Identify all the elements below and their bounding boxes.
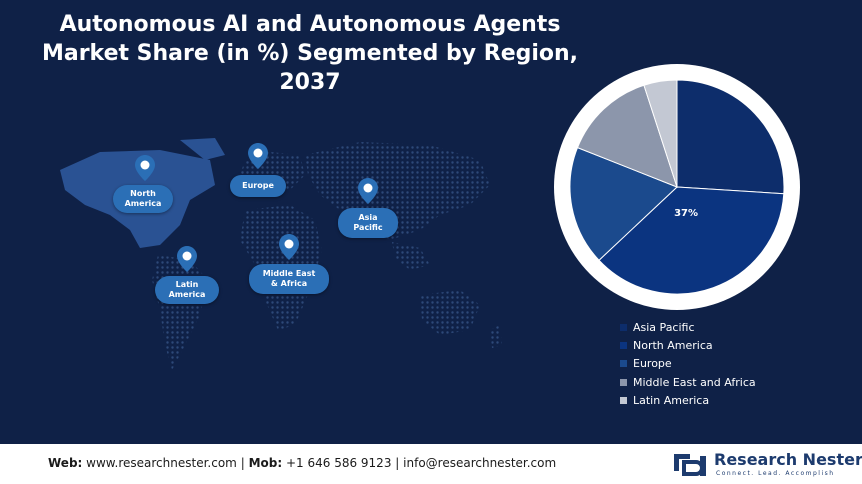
region-label-europe: Europe bbox=[230, 175, 286, 197]
legend-label: Latin America bbox=[633, 393, 710, 407]
chart-title: Autonomous AI and Autonomous Agents Mark… bbox=[41, 12, 579, 95]
separator: | bbox=[240, 456, 245, 470]
map-pin-icon bbox=[135, 155, 155, 181]
phone-number[interactable]: +1 646 586 9123 bbox=[285, 456, 392, 470]
legend-item-north-america: North America bbox=[620, 336, 756, 354]
mob-label: Mob: bbox=[248, 456, 283, 470]
legend-item-europe: Europe bbox=[620, 355, 756, 373]
logo-tagline: Connect. Lead. Accomplish bbox=[716, 470, 835, 477]
map-pin-icon bbox=[248, 143, 268, 169]
pie-slice-asia-pacific bbox=[676, 79, 785, 195]
world-map bbox=[60, 138, 502, 370]
pie-data-label-north-america: 37% bbox=[674, 208, 698, 219]
pie-data-labels: 37% bbox=[674, 208, 698, 219]
web-label: Web: bbox=[48, 456, 83, 470]
continent-oceania bbox=[420, 290, 502, 348]
contact-info: Web: www.researchnester.com | Mob: +1 64… bbox=[48, 456, 556, 470]
legend-label: Asia Pacific bbox=[633, 320, 695, 334]
legend-label: Middle East and Africa bbox=[633, 375, 756, 389]
legend-label: North America bbox=[633, 338, 713, 352]
map-pin-icon bbox=[279, 234, 299, 260]
legend-item-asia-pacific: Asia Pacific bbox=[620, 318, 756, 336]
legend-item-middle-east-and-africa: Middle East and Africa bbox=[620, 373, 756, 391]
region-label-asia-pacific: Asia Pacific bbox=[338, 208, 398, 238]
continent-south-america bbox=[152, 255, 208, 370]
legend-label: Europe bbox=[633, 357, 672, 371]
map-pin-icon bbox=[358, 178, 378, 204]
chart-legend: Asia Pacific North America Europe Middle Ea… bbox=[620, 318, 756, 409]
separator: | bbox=[395, 456, 400, 470]
legend-swatch bbox=[620, 378, 627, 386]
website-link[interactable]: www.researchnester.com bbox=[86, 456, 237, 470]
legend-swatch bbox=[620, 341, 627, 349]
legend-item-latin-america: Latin America bbox=[620, 391, 756, 409]
research-nester-logo: Research Nester Connect. Lead. Accomplis… bbox=[670, 449, 862, 481]
research-nester-logo-icon bbox=[674, 454, 706, 476]
continent-asia bbox=[305, 142, 490, 270]
email-link[interactable]: info@researchnester.com bbox=[403, 456, 557, 470]
pie-slice-latin-america bbox=[643, 79, 678, 188]
map-pin-icon bbox=[177, 246, 197, 272]
pie-slices bbox=[569, 79, 785, 295]
legend-swatch bbox=[620, 396, 627, 404]
pie-slice-europe bbox=[569, 146, 678, 261]
region-label-north-america: North America bbox=[113, 185, 173, 213]
region-label-middle-east-africa: Middle East & Africa bbox=[249, 264, 329, 294]
region-label-latin-america: Latin America bbox=[155, 276, 219, 304]
legend-swatch bbox=[620, 360, 627, 368]
pie-chart: 37% bbox=[554, 64, 800, 310]
legend-swatch bbox=[620, 323, 627, 331]
logo-name: Research Nester bbox=[714, 450, 862, 469]
footer: Web: www.researchnester.com | Mob: +1 64… bbox=[0, 444, 862, 484]
pie-slice-north-america bbox=[598, 186, 785, 295]
